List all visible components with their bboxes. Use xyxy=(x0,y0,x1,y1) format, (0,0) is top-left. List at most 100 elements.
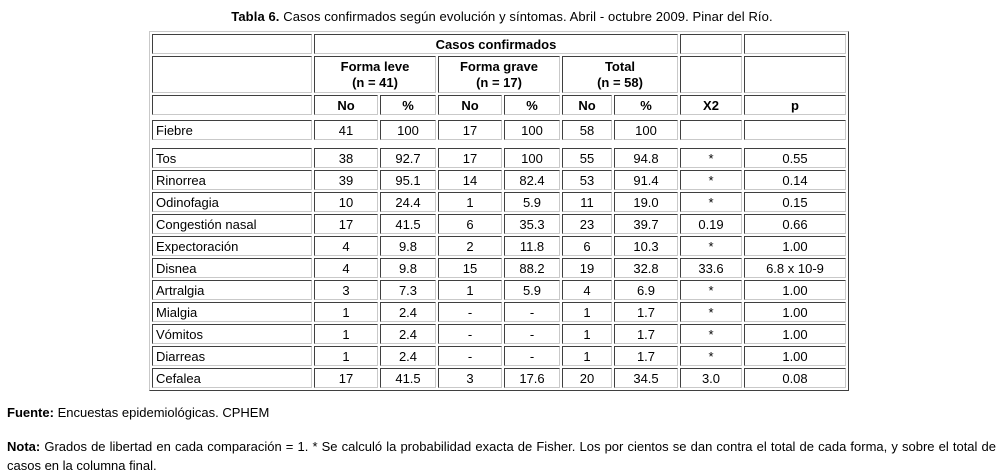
cell-value: 1.00 xyxy=(744,280,846,300)
header-no-grave: No xyxy=(438,95,502,115)
cell-value: 1.00 xyxy=(744,302,846,322)
empty-corner-cell xyxy=(152,56,312,93)
cell-value: 19.0 xyxy=(614,192,678,212)
nota-label: Nota: xyxy=(7,439,41,454)
table-title-label: Tabla 6. xyxy=(231,9,280,24)
cell-value: 6 xyxy=(438,214,502,234)
empty-corner-cell xyxy=(152,95,312,115)
cell-value: * xyxy=(680,346,742,366)
fuente-label: Fuente: xyxy=(7,405,54,420)
cell-value: 19 xyxy=(562,258,612,278)
cell-value: 38 xyxy=(314,148,378,168)
cell-value: 3 xyxy=(438,368,502,388)
cell-value: 17.6 xyxy=(504,368,560,388)
cell-value: 0.15 xyxy=(744,192,846,212)
header-pct-total: % xyxy=(614,95,678,115)
cell-value: 3.0 xyxy=(680,368,742,388)
cell-value xyxy=(680,120,742,140)
header-casos-confirmados: Casos confirmados xyxy=(314,34,678,54)
table-title: Tabla 6. Casos confirmados según evoluci… xyxy=(0,0,1004,24)
cell-symptom: Tos xyxy=(152,148,312,168)
cell-symptom: Artralgia xyxy=(152,280,312,300)
cell-symptom: Congestión nasal xyxy=(152,214,312,234)
header-row-groups: Forma leve (n = 41) Forma grave (n = 17) T… xyxy=(152,56,846,93)
fuente-text: Encuestas epidemiológicas. CPHEM xyxy=(53,405,270,420)
table-row: Vómitos 1 2.4- -1 1.7 * 1.00 xyxy=(152,324,846,344)
empty-corner-cell xyxy=(152,34,312,54)
cell-value: 1 xyxy=(562,346,612,366)
table-row: Tos 38 92.7 17 100 55 94.8 * 0.55 xyxy=(152,148,846,168)
header-forma-grave: Forma grave (n = 17) xyxy=(438,56,560,93)
cell-value: 39.7 xyxy=(614,214,678,234)
cell-value: 100 xyxy=(614,120,678,140)
cell-value: 24.4 xyxy=(380,192,436,212)
cell-value: - xyxy=(438,346,502,366)
cell-value: 4 xyxy=(562,280,612,300)
cell-value: 32.8 xyxy=(614,258,678,278)
cell-value: 0.19 xyxy=(680,214,742,234)
cell-value: 39 xyxy=(314,170,378,190)
header-row-top: Casos confirmados xyxy=(152,34,846,54)
table-row: Congestión nasal 17 41.5 6 35.3 23 39.7 0.19 0.6… xyxy=(152,214,846,234)
cell-value: 11.8 xyxy=(504,236,560,256)
cell-value: 1.00 xyxy=(744,346,846,366)
cell-value: 1.00 xyxy=(744,236,846,256)
cell-value: 58 xyxy=(562,120,612,140)
footer: Fuente: Encuestas epidemiológicas. CPHEM… xyxy=(0,391,1004,475)
cell-value: * xyxy=(680,170,742,190)
cell-symptom: Cefalea xyxy=(152,368,312,388)
cell-value: 1.00 xyxy=(744,324,846,344)
empty-header-cell xyxy=(680,56,742,93)
cell-value: 1 xyxy=(314,324,378,344)
header-row-sub: No % No % No % X2 p xyxy=(152,95,846,115)
header-p: p xyxy=(744,95,846,115)
header-no-leve: No xyxy=(314,95,378,115)
cell-value: 1 xyxy=(314,346,378,366)
header-pct-leve: % xyxy=(380,95,436,115)
cell-value: 100 xyxy=(504,120,560,140)
cell-value: 2 xyxy=(438,236,502,256)
data-table: Casos confirmados Forma leve (n = 41) For… xyxy=(149,31,849,391)
cell-value: 95.1 xyxy=(380,170,436,190)
cell-value: 41.5 xyxy=(380,368,436,388)
cell-value: 6 xyxy=(562,236,612,256)
fuente-line: Fuente: Encuestas epidemiológicas. CPHEM xyxy=(7,405,996,420)
cell-symptom: Odinofagia xyxy=(152,192,312,212)
cell-value: 17 xyxy=(438,120,502,140)
cell-value: * xyxy=(680,236,742,256)
cell-value: 1.7 xyxy=(614,302,678,322)
cell-symptom: Mialgia xyxy=(152,302,312,322)
cell-value: 41.5 xyxy=(380,214,436,234)
cell-value: 88.2 xyxy=(504,258,560,278)
nota-line: Nota: Grados de libertad en cada compara… xyxy=(7,437,996,475)
cell-value: 0.55 xyxy=(744,148,846,168)
cell-value: 0.14 xyxy=(744,170,846,190)
cell-value: * xyxy=(680,280,742,300)
cell-value: * xyxy=(680,324,742,344)
cell-value: - xyxy=(504,346,560,366)
cell-value: 10 xyxy=(314,192,378,212)
cell-symptom: Vómitos xyxy=(152,324,312,344)
cell-value: 0.66 xyxy=(744,214,846,234)
cell-value: 0.08 xyxy=(744,368,846,388)
cell-value: 53 xyxy=(562,170,612,190)
table-row: Disnea 4 9.8 15 88.2 19 32.8 33.6 6.8 x 10-9 xyxy=(152,258,846,278)
cell-symptom: Rinorrea xyxy=(152,170,312,190)
header-pct-grave: % xyxy=(504,95,560,115)
table-row: Diarreas 1 2.4- -1 1.7 * 1.00 xyxy=(152,346,846,366)
cell-value: 1 xyxy=(438,192,502,212)
table-row: Artralgia 3 7.3 1 5.9 4 6.9 * 1.00 xyxy=(152,280,846,300)
cell-value: 55 xyxy=(562,148,612,168)
cell-value: 1 xyxy=(562,324,612,344)
cell-value: 4 xyxy=(314,236,378,256)
cell-value: 2.4 xyxy=(380,324,436,344)
table-row: Fiebre 41 100 17 100 58 100 xyxy=(152,120,846,140)
cell-value: * xyxy=(680,302,742,322)
cell-value: 4 xyxy=(314,258,378,278)
cell-value: 9.8 xyxy=(380,258,436,278)
cell-symptom: Disnea xyxy=(152,258,312,278)
cell-value: 35.3 xyxy=(504,214,560,234)
cell-value: 2.4 xyxy=(380,302,436,322)
cell-value: 5.9 xyxy=(504,192,560,212)
cell-value: 33.6 xyxy=(680,258,742,278)
